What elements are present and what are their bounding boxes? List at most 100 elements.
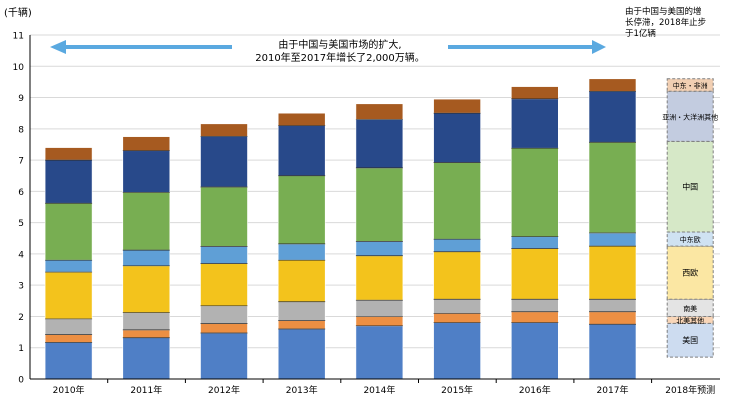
bar-segment-5 [510, 147, 559, 238]
bar-segment-4 [122, 249, 171, 267]
bar-segment-6 [122, 150, 171, 193]
y-unit-label: (千辆) [4, 6, 32, 19]
bar-segment-0 [122, 337, 171, 380]
forecast-segment-label: 西欧 [682, 268, 698, 278]
bar-segment-5 [588, 141, 637, 234]
bar-segment-2 [355, 299, 404, 317]
growth-annotation-line2: 2010年至2017年增长了2,000万辆。 [255, 51, 425, 64]
bar-segment-1 [588, 311, 637, 325]
forecast-annotation-line1: 由于中国与美国的增 [625, 6, 702, 17]
bars [44, 78, 637, 380]
x-tick-label: 2018年预测 [665, 384, 715, 396]
arrow-right-head [592, 40, 606, 54]
bar-segment-3 [277, 259, 326, 303]
bar-segment-7 [355, 103, 404, 120]
axes: 0 1 2 3 4 5 6 7 8 9 10 11 2010年 2011年 2012年 2013年 2014年 2… [13, 32, 720, 396]
y-tick-label: 5 [18, 219, 24, 229]
bar-segment-3 [44, 271, 93, 320]
bar-segment-1 [510, 311, 559, 324]
bar-segment-4 [44, 259, 93, 273]
y-tick-label: 8 [18, 125, 24, 135]
bar-segment-0 [200, 332, 248, 380]
forecast-segment-label: 北美其他 [676, 316, 704, 325]
bar-segment-4 [588, 232, 637, 247]
bar-segment-7 [588, 78, 637, 92]
bar-segment-4 [355, 241, 404, 257]
bar-segment-5 [355, 167, 404, 242]
x-tick-label: 2014年 [363, 384, 395, 396]
bar-segment-4 [200, 246, 248, 264]
bar-segment-6 [44, 159, 93, 204]
forecast-annotation: 由于中国与美国的增 长停滞，2018年止步 于1亿辆 [625, 6, 706, 39]
bar-segment-7 [44, 147, 93, 161]
bar-segment-3 [510, 248, 559, 300]
bar-segment-7 [200, 123, 248, 137]
bar-segment-0 [44, 342, 93, 380]
bar-segment-4 [510, 236, 559, 249]
x-tick-label: 2016年 [519, 384, 551, 396]
bar-segment-1 [355, 316, 404, 327]
bar-segment-5 [122, 192, 171, 251]
bar-segment-3 [122, 265, 171, 314]
bar-segment-2 [588, 298, 637, 313]
y-tick-label: 2 [18, 313, 24, 323]
bar-segment-3 [200, 263, 248, 307]
bar-segment-6 [277, 125, 326, 177]
bar-segment-1 [433, 313, 481, 324]
bar-segment-6 [200, 136, 248, 188]
forecast-segment-label: 美国 [682, 335, 698, 345]
bar-segment-1 [122, 329, 171, 339]
bar-segment-6 [355, 119, 404, 169]
bar-segment-7 [122, 136, 171, 152]
forecast-segment [666, 322, 714, 358]
growth-annotation-line1: 由于中国与美国市场的扩大, [278, 38, 401, 51]
bar-segment-4 [277, 243, 326, 261]
bar-segment-6 [510, 98, 559, 149]
growth-annotation: 由于中国与美国市场的扩大, 2010年至2017年增长了2,000万辆。 [50, 38, 606, 64]
forecast-segment [666, 140, 714, 233]
bar-segment-2 [44, 318, 93, 335]
bar-segment-2 [510, 298, 559, 313]
forecast-segment-label: 亚洲・大洋洲其他 [662, 112, 718, 121]
bar-segment-3 [355, 255, 404, 301]
bar-segment-0 [433, 322, 481, 380]
bar-segment-1 [277, 320, 326, 330]
x-tick-label: 2011年 [130, 384, 162, 396]
forecast-segment [666, 78, 714, 92]
arrow-left-head [50, 40, 66, 54]
bar-segment-6 [588, 90, 637, 143]
forecast-segment [666, 245, 714, 300]
x-tick-label: 2015年 [441, 384, 473, 396]
y-tick-label: 3 [18, 282, 24, 292]
bar-segment-0 [588, 323, 637, 380]
x-tick-label: 2012年 [208, 384, 240, 396]
y-tick-label: 7 [18, 157, 24, 167]
forecast-segment-label: 中东・非洲 [673, 81, 708, 90]
bar-segment-6 [433, 112, 481, 163]
y-tick-label: 4 [18, 250, 24, 260]
bar-segment-2 [277, 301, 326, 321]
y-tick-label: 1 [18, 344, 24, 354]
forecast-segment-label: 南美 [683, 304, 697, 313]
x-tick-label: 2013年 [286, 384, 318, 396]
forecast-annotation-line3: 于1亿辆 [625, 28, 656, 39]
forecast-segment-label: 中东欧 [680, 235, 701, 244]
y-tick-label: 0 [18, 376, 24, 386]
x-tick-label: 2017年 [597, 384, 629, 396]
bar-segment-0 [355, 325, 404, 380]
y-tick-label: 9 [18, 94, 24, 104]
bar-segment-0 [510, 322, 559, 380]
bar-segment-2 [433, 298, 481, 314]
bar-segment-5 [433, 162, 481, 240]
bar-segment-7 [433, 98, 481, 114]
bar-segment-3 [588, 245, 637, 300]
bar-segment-0 [277, 328, 326, 380]
bar-segment-7 [277, 112, 326, 126]
bar-segment-5 [277, 175, 326, 245]
bar-segment-5 [200, 186, 248, 247]
y-tick-label: 10 [13, 63, 25, 73]
x-tick-label: 2010年 [53, 384, 85, 396]
